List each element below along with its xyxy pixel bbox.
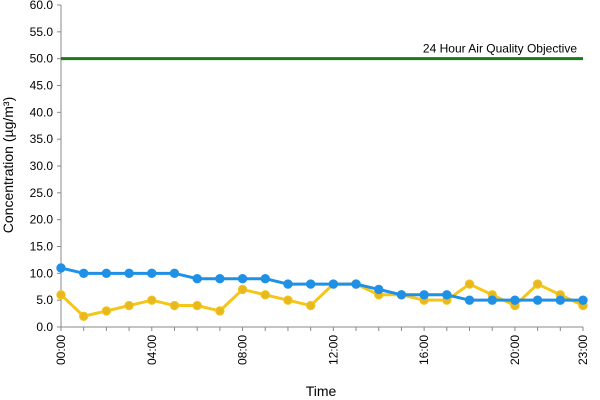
y-tick-label: 45.0 (30, 79, 54, 93)
x-tick-label: 08:00 (236, 335, 250, 365)
series-2-point (192, 274, 202, 284)
series-1-point (305, 300, 316, 311)
series-2-point (464, 295, 475, 305)
series-1-point (56, 290, 66, 300)
series-2-point (419, 290, 429, 300)
series-1-point (215, 306, 225, 316)
series-2-point (442, 290, 452, 300)
series-1-point (101, 306, 112, 316)
x-tick-label: 16:00 (417, 335, 431, 365)
series-2-point (351, 279, 361, 289)
series-1-point (464, 279, 475, 289)
y-tick-label: 5.0 (36, 293, 53, 307)
series-2-point (56, 263, 66, 273)
x-tick-label: 23:00 (576, 335, 590, 365)
reference-line-label: 24 Hour Air Quality Objective (423, 42, 577, 56)
series-2-point (283, 279, 293, 289)
series-2-point (328, 279, 339, 289)
y-tick-label: 35.0 (30, 132, 54, 146)
series-2-point (396, 290, 407, 300)
series-1-point (532, 279, 543, 289)
series-2-point (215, 274, 225, 284)
y-tick-label: 15.0 (30, 240, 54, 254)
x-tick-label: 00:00 (54, 335, 68, 365)
plot-area: 0.0 5.0 10.0 15.0 20.0 25.0 30.0 35.0 40.0 45.0 50… (30, 0, 590, 365)
series-2-point (169, 268, 180, 279)
series-2-point (147, 268, 157, 279)
series-1-point (124, 300, 134, 311)
series-2-point (555, 295, 566, 305)
series-1-point (283, 295, 293, 305)
y-tick-label: 25.0 (30, 186, 54, 200)
series-1-point (169, 300, 180, 311)
series-2-point (101, 268, 112, 279)
series-1-point (78, 311, 89, 321)
y-tick-label: 0.0 (36, 320, 53, 334)
x-tick-label: 12:00 (326, 335, 340, 365)
series-1-point (237, 284, 248, 295)
series-2-point (305, 279, 316, 289)
series-2-point (532, 295, 543, 305)
series-2-point (260, 274, 270, 284)
y-axis-title-group: Concentration (µg/m³) (0, 97, 16, 233)
y-tick-label: 60.0 (30, 0, 54, 12)
series-2-point (78, 268, 89, 279)
series-2-point (374, 284, 384, 295)
series-2-point (487, 295, 497, 305)
series-2-point (124, 268, 134, 279)
series-2-point (237, 274, 248, 284)
series-1-point (260, 290, 270, 300)
y-tick-label: 55.0 (30, 25, 54, 39)
series-1-point (192, 300, 202, 311)
y-tick-label: 20.0 (30, 213, 54, 227)
series-2-point (578, 295, 588, 305)
x-tick-label: 20:00 (508, 335, 522, 365)
x-axis-title: Time (306, 383, 337, 399)
y-axis-title: Concentration (µg/m³) (0, 97, 16, 233)
series-2-point (510, 295, 520, 305)
y-tick-label: 10.0 (30, 266, 54, 280)
y-tick-label: 30.0 (30, 159, 54, 173)
series-1-point (147, 295, 157, 305)
y-tick-label: 40.0 (30, 105, 54, 119)
y-tick-label: 50.0 (30, 52, 54, 66)
x-tick-label: 04:00 (145, 335, 159, 365)
